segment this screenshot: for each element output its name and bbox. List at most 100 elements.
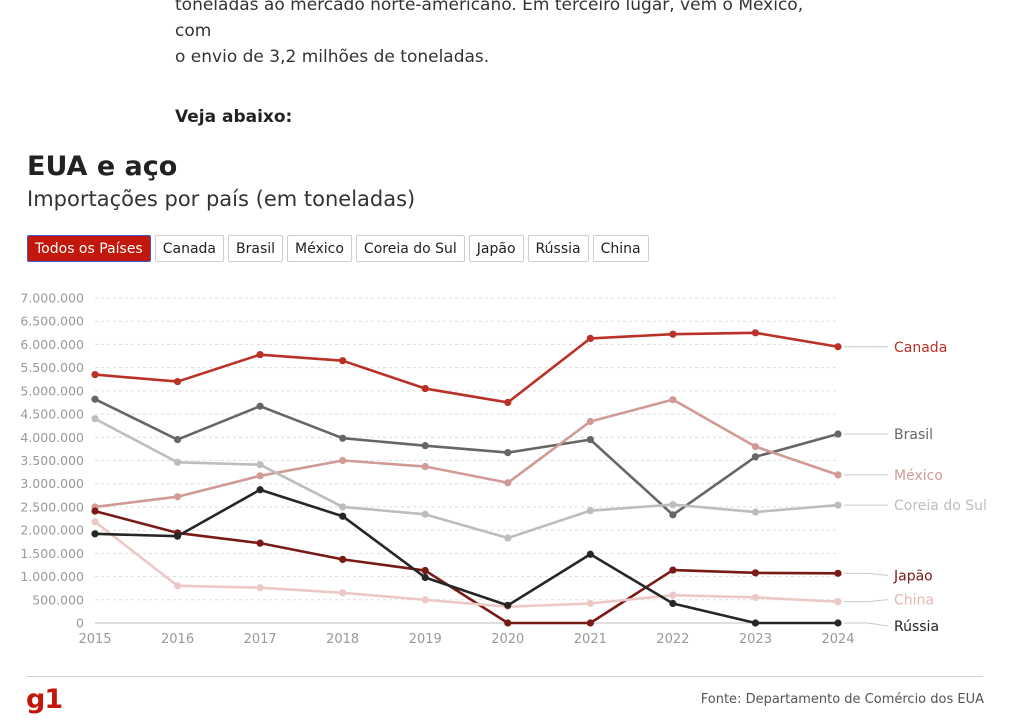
data-point-russia	[669, 599, 677, 608]
y-tick-label: 3.000.000	[20, 476, 84, 491]
data-point-coreia-do-sul	[586, 507, 594, 515]
series-label-canada: Canada	[894, 340, 947, 356]
data-point-mexico	[504, 479, 512, 487]
y-tick-label: 0	[76, 616, 84, 631]
y-tick-label: 4.500.000	[20, 407, 84, 422]
data-point-canada	[751, 329, 760, 337]
line-chart: 0 500.000 1.000.000 1.500.000 2.000.000 2.500…	[20, 291, 987, 648]
leader-line-russia	[844, 622, 889, 627]
y-tick-label: 6.500.000	[20, 314, 84, 329]
data-point-coreia-do-sul	[421, 510, 429, 518]
y-tick-label: 1.000.000	[20, 569, 84, 584]
x-tick-label: 2019	[409, 632, 442, 647]
data-point-china	[586, 599, 594, 608]
data-point-coreia-do-sul	[504, 534, 512, 542]
x-tick-label: 2016	[161, 632, 194, 647]
series-line-japao	[94, 509, 839, 625]
data-point-china	[339, 589, 347, 597]
data-point-russia	[586, 550, 594, 558]
data-point-china	[91, 518, 99, 526]
data-point-russia	[256, 486, 264, 494]
y-tick-label: 4.000.000	[20, 430, 84, 445]
y-tick-label: 500.000	[32, 592, 84, 607]
data-point-canada	[421, 384, 429, 393]
tab-canada[interactable]: Canada	[154, 235, 225, 262]
series-label-japao: Japão	[893, 568, 933, 584]
data-point-mexico	[421, 462, 429, 471]
series-label-russia: Rússia	[894, 619, 939, 635]
data-point-mexico	[834, 471, 842, 479]
data-point-canada	[173, 377, 182, 386]
source-note: Fonte: Departamento de Comércio dos EUA	[700, 692, 984, 707]
data-point-mexico	[173, 493, 182, 501]
tab-china[interactable]: China	[592, 235, 649, 262]
data-point-mexico	[586, 417, 594, 426]
footer-divider	[27, 676, 983, 677]
tab-brasil[interactable]: Brasil	[228, 235, 284, 262]
tab-russia[interactable]: Rússia	[527, 235, 589, 262]
leader-line-japao	[844, 572, 889, 576]
data-point-brasil	[751, 453, 760, 461]
g1-logo: g1	[26, 684, 63, 715]
data-point-russia	[504, 601, 512, 609]
data-point-japao	[504, 619, 512, 627]
data-point-brasil	[504, 449, 512, 457]
data-point-russia	[173, 532, 182, 540]
tab-todos-os-paises[interactable]: Todos os Países	[27, 235, 151, 262]
data-point-japao	[751, 569, 760, 577]
series-line-mexico	[94, 398, 839, 509]
series-label-mexico: México	[894, 468, 943, 484]
data-point-japao	[669, 566, 677, 574]
x-tick-label: 2024	[821, 632, 854, 647]
data-point-china	[669, 591, 677, 599]
y-tick-label: 3.500.000	[20, 453, 84, 468]
country-filter-tabs: Todos os Países Canada Brasil México Cor…	[27, 235, 649, 262]
data-point-brasil	[586, 436, 594, 444]
data-point-canada	[256, 351, 264, 359]
data-point-brasil	[669, 511, 677, 519]
y-tick-label: 1.500.000	[20, 546, 84, 561]
data-point-canada	[586, 334, 594, 342]
x-tick-label: 2015	[78, 632, 111, 647]
y-tick-label: 5.500.000	[20, 360, 84, 375]
series-line-russia	[94, 488, 838, 625]
data-point-china	[751, 593, 760, 602]
article-cta: Veja abaixo:	[175, 107, 293, 127]
data-point-russia	[834, 619, 842, 627]
series-line-coreia-do-sul	[94, 417, 839, 540]
tab-mexico[interactable]: México	[287, 235, 352, 262]
data-point-brasil	[91, 395, 99, 403]
data-point-coreia-do-sul	[256, 461, 264, 469]
tab-japao[interactable]: Japão	[468, 235, 524, 262]
leader-line-china	[844, 599, 889, 603]
y-tick-label: 2.500.000	[20, 499, 84, 514]
data-point-japao	[256, 539, 264, 547]
series-line-brasil	[94, 398, 839, 517]
x-tick-label: 2021	[574, 632, 607, 647]
x-tick-label: 2022	[656, 632, 689, 647]
x-tick-label: 2017	[244, 632, 277, 647]
data-point-brasil	[256, 402, 264, 410]
data-point-japao	[586, 619, 594, 627]
article-line-2: o envio de 3,2 milhões de toneladas.	[175, 47, 490, 67]
data-point-brasil	[173, 436, 182, 444]
data-point-japao	[91, 507, 99, 515]
data-point-canada	[504, 398, 512, 407]
data-point-mexico	[751, 442, 760, 451]
tab-coreia-do-sul[interactable]: Coreia do Sul	[355, 235, 465, 262]
data-point-canada	[834, 343, 842, 351]
series-label-brasil: Brasil	[894, 427, 933, 443]
data-point-canada	[669, 330, 677, 338]
series-line-china	[94, 520, 839, 609]
series-label-china: China	[894, 593, 934, 609]
data-point-canada	[91, 371, 99, 379]
data-point-coreia-do-sul	[751, 508, 760, 516]
data-point-coreia-do-sul	[339, 503, 347, 511]
y-tick-label: 7.000.000	[20, 291, 84, 306]
data-point-russia	[339, 512, 347, 520]
y-tick-label: 6.000.000	[20, 337, 84, 352]
data-point-japao	[339, 555, 347, 563]
data-point-mexico	[339, 456, 347, 465]
data-point-china	[173, 582, 182, 590]
data-point-russia	[751, 619, 760, 627]
